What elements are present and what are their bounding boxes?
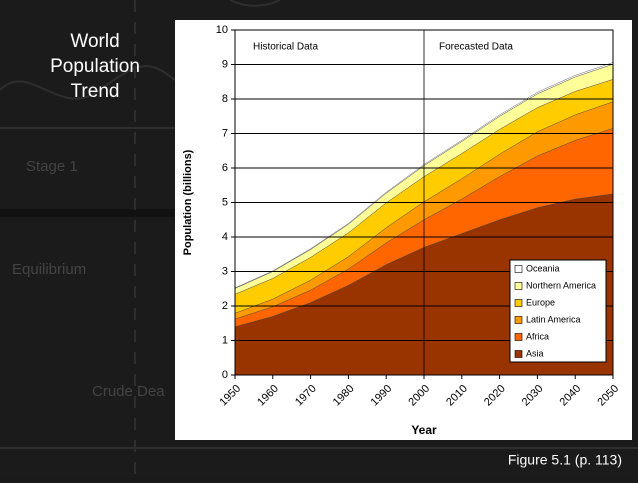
legend-label: Asia: [526, 348, 544, 358]
y-tick-label: 5: [222, 196, 228, 208]
y-tick-label: 7: [222, 127, 228, 139]
y-tick-label: 6: [222, 162, 228, 174]
legend-swatch: [514, 265, 523, 273]
y-tick-label: 2: [222, 300, 228, 312]
legend-swatch: [514, 299, 523, 307]
slide-title: World: [70, 31, 119, 52]
annotation: Historical Data: [253, 42, 318, 53]
y-tick-label: 0: [222, 369, 228, 381]
background-text: Crude Dea: [92, 383, 165, 400]
legend-label: Africa: [526, 331, 549, 341]
annotation: Forecasted Data: [439, 42, 513, 53]
background-text: Equilibrium: [12, 261, 86, 278]
slide-title: Trend: [71, 81, 120, 102]
legend-swatch: [514, 282, 523, 290]
legend-swatch: [514, 316, 523, 324]
y-tick-label: 8: [222, 93, 228, 105]
slide-title: Population: [50, 56, 140, 77]
legend-box: [509, 259, 607, 363]
legend-label: Latin America: [526, 314, 581, 324]
background-text: Stage 1: [26, 158, 78, 175]
legend: Asia Africa Latin America Europe Northern Am…: [509, 259, 607, 363]
caption: Figure 5.1 (p. 113): [508, 452, 622, 468]
legend-label: Northern America: [526, 280, 596, 290]
y-tick-label: 10: [216, 24, 228, 36]
y-tick-label: 9: [222, 58, 228, 70]
y-tick-label: 1: [222, 334, 228, 346]
legend-swatch: [514, 333, 523, 341]
legend-swatch: [514, 350, 523, 358]
legend-label: Oceania: [526, 263, 560, 273]
y-tick-label: 3: [222, 265, 228, 277]
legend-label: Europe: [526, 297, 555, 307]
x-axis-label: Year: [411, 423, 437, 437]
y-tick-label: 4: [222, 231, 228, 243]
y-axis-label: Population (billions): [182, 149, 194, 255]
